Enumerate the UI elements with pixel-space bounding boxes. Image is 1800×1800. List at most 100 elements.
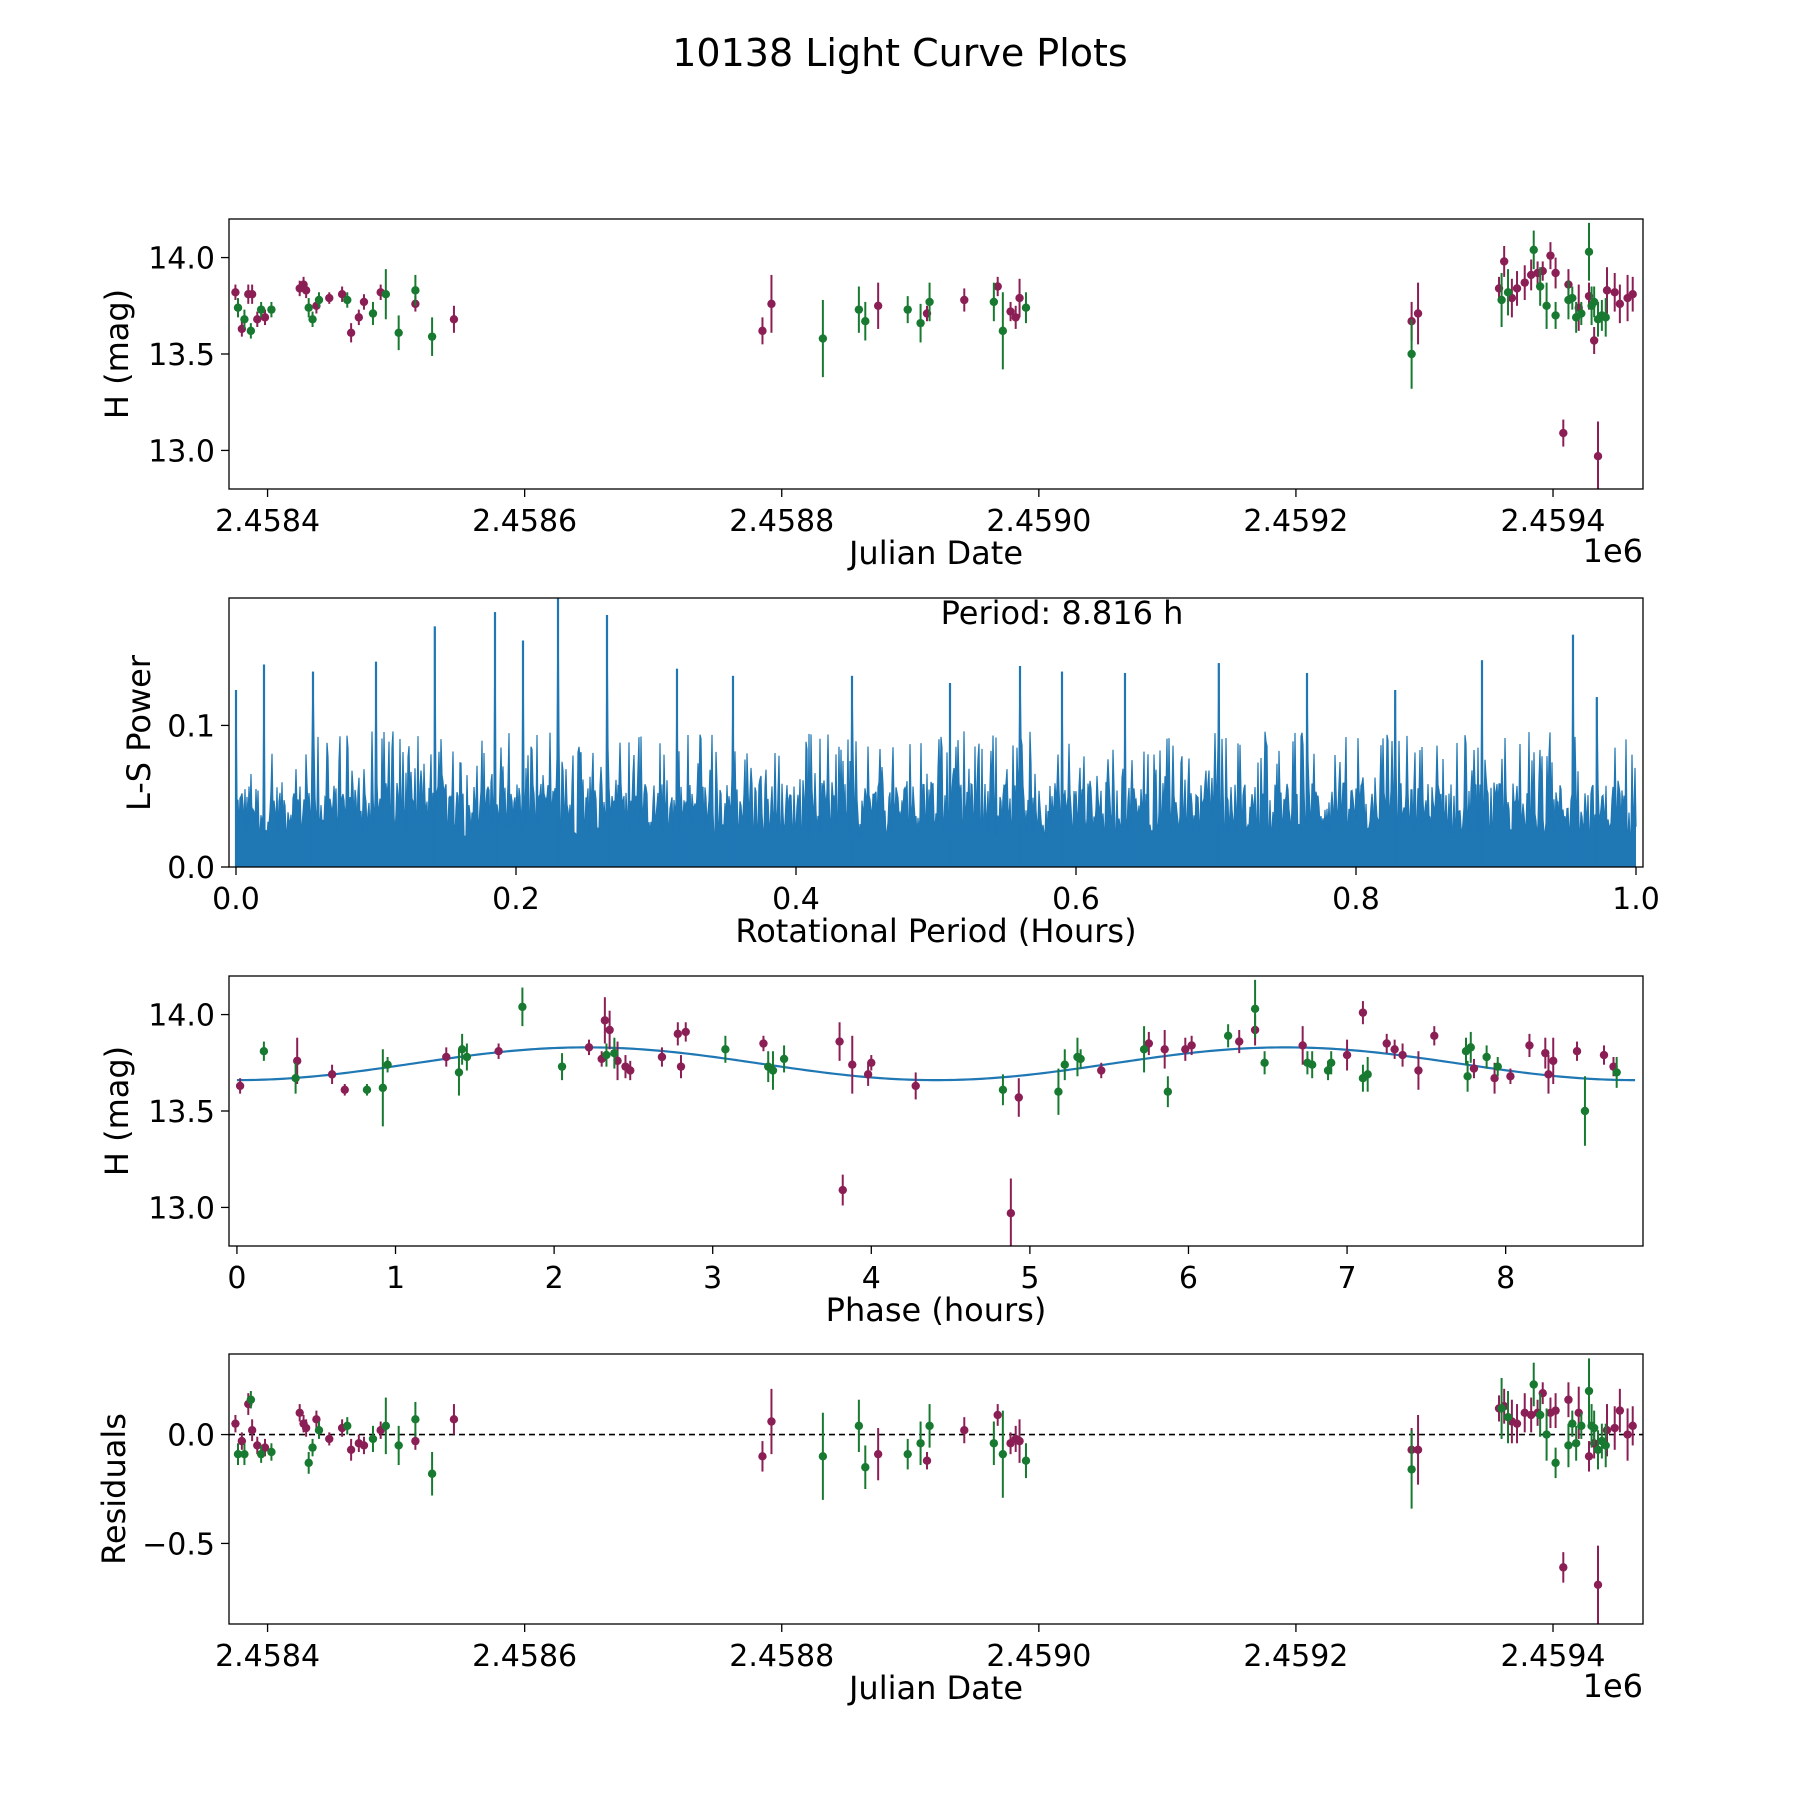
residuals-data-point [411, 1415, 420, 1424]
lightcurve-data-point [1542, 301, 1551, 310]
periodogram-x-tick-label: 0.8 [1332, 882, 1380, 917]
phased-data-point [626, 1066, 635, 1075]
residuals-x-tick-label: 2.4590 [986, 1639, 1091, 1674]
residuals-data-point [308, 1443, 317, 1452]
lightcurve-series-series_a [231, 242, 1637, 489]
residuals-y-tick-label: −0.5 [142, 1527, 215, 1562]
phased-data-point [1097, 1066, 1106, 1075]
lightcurve-data-point [1499, 257, 1509, 266]
lightcurve-y-tick-label: 13.0 [148, 434, 215, 469]
residuals-data-point [854, 1421, 864, 1431]
periodogram-y-tick-label: 0.1 [167, 709, 215, 744]
residuals-data-point [1593, 1580, 1603, 1590]
residuals-data-point [1615, 1406, 1625, 1415]
lightcurve-data-point [1601, 313, 1610, 322]
residuals-data-point [1564, 1441, 1573, 1450]
residuals-plot-frame [228, 1353, 1644, 1625]
phased-data-point [362, 1085, 372, 1094]
phased-data-point [1054, 1087, 1063, 1096]
residuals-data-point [1568, 1419, 1577, 1428]
residuals-data-point [1584, 1452, 1594, 1461]
phased-data-point [838, 1185, 847, 1195]
phased-data-point [1235, 1037, 1244, 1046]
residuals-x-tick-label: 2.4594 [1501, 1639, 1606, 1674]
phased-data-point [557, 1062, 567, 1071]
residuals-data-point [314, 1426, 324, 1435]
periodogram-panel: 0.0 0.2 0.4 0.6 0.8 1.0 0.0 0.1 Period: 8.816 h… [120, 594, 1660, 950]
residuals-data-point [1413, 1445, 1423, 1455]
lightcurve-data-point [1568, 293, 1577, 303]
lightcurve-data-point [233, 303, 243, 312]
residuals-data-point [1628, 1421, 1637, 1431]
phased-y-tick-label: 13.5 [148, 1095, 215, 1130]
residuals-data-point [1577, 1421, 1586, 1431]
phased-data-point [911, 1081, 920, 1091]
phased-x-label: Phase (hours) [826, 1291, 1047, 1329]
lightcurve-data-point [1593, 452, 1603, 461]
residuals-data-point [1407, 1465, 1416, 1474]
periodogram-power-line [235, 598, 1637, 839]
phased-data-point [600, 1016, 610, 1025]
residuals-data-point [989, 1439, 999, 1448]
residuals-data-point [1503, 1412, 1513, 1422]
phased-data-point [383, 1060, 392, 1069]
residuals-data-point [767, 1417, 776, 1426]
phased-y-tick-label: 13.0 [148, 1191, 215, 1226]
phased-data-point [340, 1085, 349, 1094]
phased-data-point [1466, 1043, 1475, 1052]
lightcurve-x-tick-label: 2.4586 [472, 504, 577, 539]
phased-data-point [605, 1025, 614, 1035]
lightcurve-data-point [260, 313, 270, 322]
phased-data-point [1076, 1054, 1085, 1064]
lightcurve-data-point [916, 318, 925, 328]
residuals-data-point [1512, 1419, 1522, 1428]
lightcurve-data-point [1602, 286, 1612, 295]
residuals-data-point [381, 1421, 391, 1431]
lightcurve-data-point [1512, 284, 1522, 293]
residuals-y-label: Residuals [95, 1413, 133, 1565]
lightcurve-data-point [231, 288, 240, 297]
lightcurve-data-point [240, 315, 249, 324]
lightcurve-data-point [343, 295, 352, 305]
residuals-data-point [1520, 1408, 1529, 1417]
residuals-data-point [922, 1456, 932, 1465]
phased-data-point [676, 1062, 686, 1071]
lightcurve-data-point [308, 315, 317, 324]
periodogram-x-tick-label: 1.0 [1612, 882, 1660, 917]
phased-data-point [291, 1074, 300, 1083]
residuals-x-tick-label: 2.4592 [1243, 1639, 1348, 1674]
lightcurve-data-point [337, 290, 347, 299]
residuals-data-point [1593, 1445, 1603, 1455]
lightcurve-data-point [903, 305, 912, 314]
residuals-data-point [925, 1421, 934, 1431]
lightcurve-x-tick-label: 2.4594 [1501, 504, 1606, 539]
residuals-data-point [359, 1441, 369, 1450]
residuals-series-series_b [233, 1358, 1610, 1509]
periodogram-y-label: L-S Power [120, 654, 158, 811]
phased-data-point [1160, 1045, 1169, 1054]
residuals-data-point [1551, 1458, 1560, 1468]
lightcurve-data-point [253, 315, 262, 324]
lightcurve-data-point [368, 309, 378, 318]
residuals-data-point [411, 1436, 420, 1446]
phased-data-point [1430, 1031, 1439, 1040]
lightcurve-data-point [246, 326, 256, 336]
lightcurve-data-point [854, 305, 864, 314]
lightcurve-data-point [1615, 299, 1625, 309]
lightcurve-data-point [1497, 295, 1506, 305]
lightcurve-data-point [1551, 268, 1560, 278]
lightcurve-data-point [314, 295, 324, 305]
lightcurve-data-point [993, 282, 1002, 291]
phased-data-point [457, 1045, 467, 1054]
phased-data-point [1544, 1070, 1553, 1079]
lightcurve-data-point [1407, 349, 1416, 359]
phased-data-point [1060, 1060, 1069, 1069]
phased-data-point [1181, 1045, 1190, 1054]
residuals-data-point [960, 1426, 969, 1435]
residuals-data-point [818, 1452, 828, 1461]
lightcurve-data-point [267, 305, 276, 314]
lightcurve-data-point [960, 295, 969, 305]
phased-x-tick-label: 1 [386, 1261, 405, 1296]
lightcurve-data-point [989, 297, 999, 307]
lightcurve-data-point [301, 286, 311, 295]
